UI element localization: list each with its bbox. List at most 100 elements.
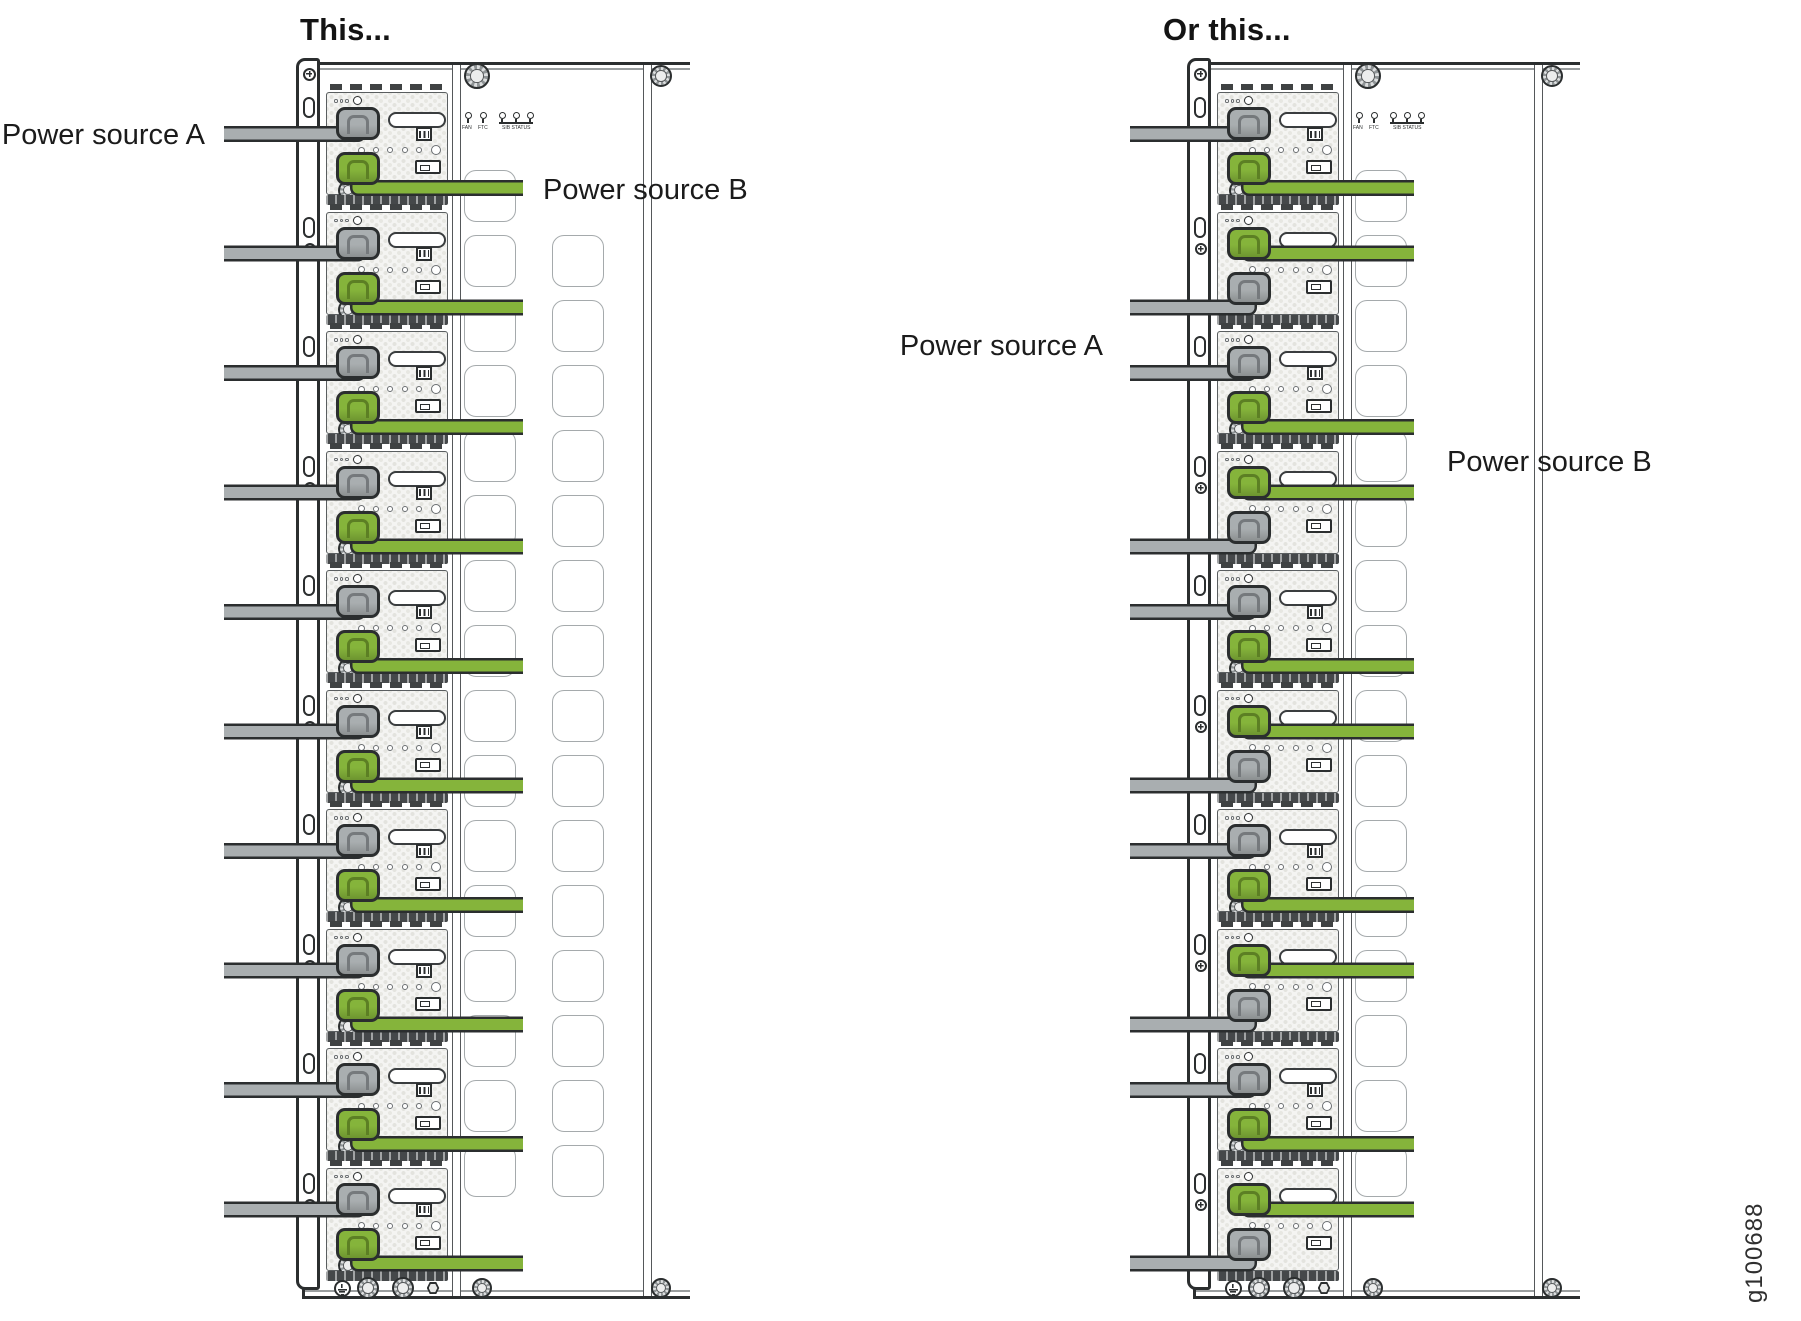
- psu-led-dot: [1263, 983, 1270, 990]
- psu-led-dot: [387, 625, 393, 631]
- psu-handle-slot: [1279, 231, 1337, 248]
- psu-led-dot: [416, 147, 422, 153]
- psu-mini-dot: [345, 457, 349, 461]
- psu-top-circle: [353, 454, 362, 464]
- psu-switch-toggle: [1311, 881, 1321, 888]
- psu-bottom-strip: [1217, 673, 1339, 683]
- dip-switch-icon: [1307, 605, 1323, 619]
- psu-mini-dot: [339, 1174, 343, 1178]
- psu-led-dot: [401, 1103, 408, 1109]
- dip-switch-icon: [416, 1202, 432, 1217]
- psu-bottom-strip: [326, 434, 448, 444]
- hex-bolt-icon: [426, 1282, 440, 1294]
- psu-top-circle: [353, 96, 362, 105]
- psu-mini-dot: [345, 1055, 349, 1059]
- chassis-bottom-lip: [1196, 1290, 1580, 1292]
- psu-led-dot: [1321, 623, 1332, 633]
- psu-bottom-strip: [326, 314, 448, 325]
- psu-switch: [415, 518, 441, 533]
- psu-led-dot: [401, 625, 408, 631]
- psu-handle-slot: [388, 829, 446, 845]
- psu-mini-dot: [1230, 1174, 1234, 1178]
- psu-led-dot: [1292, 625, 1299, 631]
- psu-top-circle: [1244, 1052, 1253, 1061]
- psu-switch: [1306, 1116, 1332, 1130]
- psu-mini-dot: [1236, 218, 1240, 222]
- psu-led-dot: [430, 742, 441, 753]
- psu-handle-slot: [1279, 590, 1337, 606]
- psu-mini-dot: [345, 99, 349, 103]
- status-led-stem: [501, 119, 503, 123]
- psu-latch-screw-icon-center: [342, 1140, 354, 1152]
- psu-switch: [1306, 757, 1332, 772]
- psu-switch-toggle: [1311, 164, 1321, 171]
- chassis-bottom-lip: [305, 1290, 690, 1292]
- vent-slot: [464, 950, 516, 1002]
- psu-top-tabs: [1221, 323, 1335, 329]
- psu-mini-dot: [1225, 935, 1229, 939]
- psu-bottom-strip: [1217, 195, 1339, 205]
- psu-mini-dot: [1236, 1174, 1240, 1178]
- status-led-icon: [1417, 112, 1425, 119]
- vent-slot: [552, 1145, 604, 1197]
- psu-led-dot: [1263, 1222, 1270, 1229]
- psu-mini-dot: [334, 99, 338, 103]
- psu-latch-screw-icon-center: [1233, 782, 1245, 793]
- psu-led-dot: [372, 625, 379, 631]
- status-led-stem: [467, 119, 469, 123]
- psu-switch-toggle: [1311, 762, 1321, 768]
- psu-top-tabs: [330, 323, 444, 329]
- psu-mini-dot: [1236, 935, 1240, 939]
- psu-led-dot: [1321, 981, 1332, 992]
- psu-latch-screw-icon-center: [1233, 1260, 1245, 1271]
- psu-led-dot: [416, 983, 422, 990]
- vent-slot: [552, 300, 604, 352]
- vent-slot: [552, 755, 604, 807]
- psu-led-dot: [372, 1222, 379, 1229]
- psu-latch-screw-icon-center: [342, 184, 354, 196]
- psu-mini-dot: [334, 935, 338, 939]
- psu-mini-dot: [1236, 577, 1240, 581]
- psu-switch: [415, 996, 441, 1011]
- psu-handle-slot: [388, 1068, 446, 1084]
- psu-switch-toggle: [420, 1120, 430, 1127]
- rail-screw-icon: [1194, 481, 1207, 494]
- rail-slot: [1194, 933, 1206, 955]
- psu-mini-dot: [345, 338, 349, 342]
- psu-mini-dot: [1225, 816, 1229, 820]
- psu-latch-screw-icon-center: [1233, 423, 1245, 435]
- thumbscrew-icon: [357, 1277, 379, 1299]
- thumbscrew-icon-center: [1288, 1282, 1300, 1294]
- rail-slot: [303, 933, 315, 955]
- psu-latch-screw-icon-center: [342, 1260, 354, 1271]
- dip-switch-icon: [416, 605, 432, 619]
- psu-mini-dot: [345, 935, 349, 939]
- psu-switch: [415, 1235, 441, 1250]
- psu-led-dot: [387, 1222, 393, 1229]
- psu-led-dot: [1292, 1222, 1299, 1229]
- psu-latch-screw-icon-center: [1233, 1021, 1245, 1032]
- chassis-top-lip: [305, 68, 690, 70]
- panel-screw-icon-center: [655, 1282, 667, 1294]
- psu-mini-dot: [334, 338, 338, 342]
- dip-switch-icon: [416, 844, 432, 858]
- psu-mini-dot: [339, 457, 343, 461]
- psu-top-circle: [353, 215, 362, 225]
- psu-led-dot: [416, 266, 422, 273]
- sib-status-bracket: [1390, 121, 1424, 124]
- psu-switch: [415, 638, 441, 652]
- rail-slot: [1194, 694, 1206, 716]
- status-led-icon: [464, 112, 472, 119]
- psu-bottom-strip: [1217, 314, 1339, 325]
- psu-mini-dot: [334, 1055, 338, 1059]
- psu-latch-screw-icon-center: [342, 543, 354, 554]
- status-led-stem: [1358, 119, 1360, 123]
- psu-bottom-strip: [1217, 553, 1339, 564]
- vent-slot: [464, 235, 516, 287]
- psu-led-dot: [387, 983, 393, 990]
- fan-screw-icon: [1355, 63, 1381, 89]
- psu-led-dot: [430, 862, 441, 872]
- psu-mini-dot: [1236, 696, 1240, 700]
- psu-top-circle: [353, 813, 362, 822]
